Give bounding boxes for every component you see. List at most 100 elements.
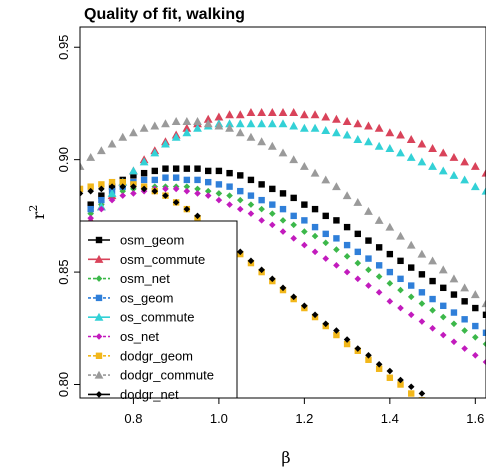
data-point-os_geom [226, 183, 233, 190]
data-point-os_net [375, 289, 383, 296]
data-point-os_geom [98, 196, 105, 204]
data-point-dodgr_geom [461, 426, 467, 432]
data-point-dodgr_net [258, 266, 265, 274]
data-point-os_commute [342, 130, 352, 139]
data-point-dodgr_commute [310, 168, 320, 177]
data-point-os_geom [375, 262, 383, 269]
data-point-os_net [172, 185, 180, 193]
y-axis-label-main: r [29, 211, 48, 219]
data-point-dodgr_commute [161, 119, 170, 128]
data-point-os_commute [438, 166, 448, 175]
data-point-osm_geom [151, 167, 158, 175]
data-point-os_net [439, 331, 447, 339]
data-point-osm_commute [374, 123, 384, 132]
data-point-osm_geom [140, 169, 148, 177]
data-point-os_net [472, 351, 479, 359]
data-point-os_geom [87, 205, 94, 213]
data-point-osm_net [450, 320, 458, 328]
data-point-os_commute [267, 119, 277, 128]
y-tick-label: 0.80 [56, 372, 71, 397]
data-point-os_net [162, 185, 169, 193]
data-point-os_geom [215, 181, 223, 188]
data-point-os_net [183, 187, 191, 195]
legend: osm_geom osm_commute osm_net os_geom os_comm… [79, 220, 238, 402]
data-point-dodgr_net [472, 426, 479, 433]
data-point-osm_commute [235, 110, 245, 119]
data-point-dodgr_commute [107, 139, 117, 148]
chart-title: Quality of fit, walking [84, 6, 245, 23]
data-point-dodgr_commute [449, 274, 459, 283]
data-point-dodgr_commute [203, 119, 213, 128]
data-point-dodgr_net [98, 185, 105, 193]
data-point-os_commute [193, 123, 202, 132]
data-point-os_geom [162, 174, 169, 181]
legend-item-os_commute: os_commute [88, 310, 194, 325]
data-point-osm_commute [460, 157, 470, 166]
data-point-os_commute [460, 175, 470, 184]
data-point-os_commute [171, 132, 181, 141]
data-point-os_net [130, 190, 137, 197]
data-point-dodgr_commute [417, 249, 427, 258]
data-points [80, 108, 486, 433]
data-point-osm_commute [406, 135, 416, 143]
y-tick-label: 0.90 [56, 147, 71, 172]
data-point-os_commute [396, 148, 405, 157]
data-point-osm_commute [278, 108, 288, 116]
series-dodgr_commute [80, 117, 486, 308]
data-point-os_geom [472, 322, 479, 330]
data-point-dodgr_geom [108, 178, 116, 186]
data-point-os_net [194, 190, 201, 197]
data-point-dodgr_geom [408, 390, 415, 397]
data-point-os_geom [279, 205, 287, 213]
data-point-osm_geom [279, 190, 287, 197]
data-point-dodgr_commute [460, 283, 470, 292]
data-point-dodgr_net [311, 311, 319, 319]
data-point-dodgr_commute [481, 299, 486, 308]
y-axis-label: r2 [27, 205, 48, 220]
data-point-os_geom [205, 178, 212, 186]
data-point-osm_net [322, 239, 330, 247]
data-point-osm_net [439, 313, 447, 321]
data-point-dodgr_geom [397, 381, 404, 388]
data-point-dodgr_net [451, 413, 458, 420]
data-point-osm_net [247, 201, 255, 208]
data-point-os_net [204, 192, 212, 199]
data-point-os_commute [321, 126, 331, 134]
data-point-dodgr_net [301, 302, 308, 310]
data-point-osm_commute [203, 114, 213, 123]
data-point-osm_commute [428, 144, 437, 152]
data-point-os_net [290, 235, 297, 242]
legend-item-osm_net: osm_net [88, 271, 170, 286]
legend-label: os_geom [120, 290, 173, 305]
data-point-os_geom [269, 201, 276, 208]
data-point-osm_net [429, 307, 436, 314]
data-point-osm_commute [310, 110, 320, 119]
data-point-osm_net [204, 187, 212, 195]
data-point-dodgr_net [418, 390, 426, 397]
data-point-os_commute [139, 157, 149, 166]
data-point-os_commute [289, 121, 299, 130]
data-point-os_net [269, 221, 276, 229]
data-point-osm_net [386, 280, 394, 287]
data-point-osm_geom [322, 212, 329, 220]
data-point-osm_net [269, 210, 276, 217]
plot-frame [79, 26, 486, 399]
data-point-dodgr_commute [80, 162, 85, 170]
data-point-osm_net [183, 183, 191, 190]
data-point-os_net [365, 282, 372, 289]
y-tick-label: 0.95 [56, 35, 71, 60]
data-point-os_geom [482, 329, 486, 336]
data-point-os_commute [481, 186, 486, 195]
data-point-osm_geom [205, 167, 212, 175]
data-point-os_commute [364, 137, 373, 146]
data-point-os_net [343, 268, 351, 276]
data-point-os_geom [397, 275, 404, 283]
data-point-os_net [215, 196, 223, 204]
data-point-dodgr_net [87, 187, 94, 195]
data-point-osm_commute [364, 121, 373, 130]
legend-label: os_net [120, 329, 159, 344]
data-point-osm_net [258, 205, 265, 213]
data-point-os_commute [150, 148, 160, 157]
data-point-os_geom [247, 192, 255, 199]
data-point-dodgr_commute [396, 231, 405, 240]
